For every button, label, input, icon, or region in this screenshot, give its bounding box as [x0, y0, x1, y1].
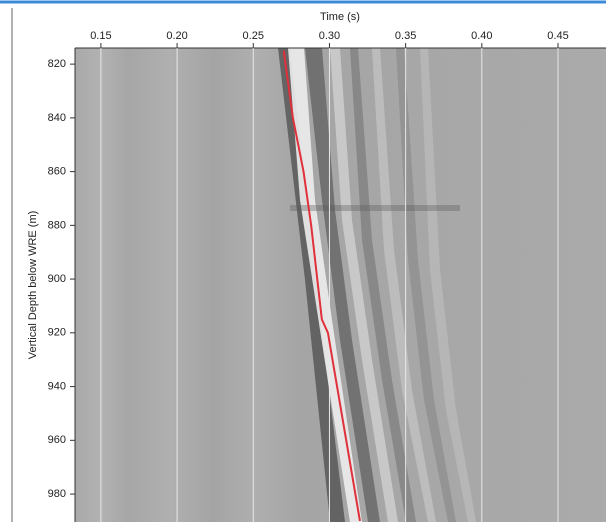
y-axis-title: Vertical Depth below WRE (m)	[27, 211, 39, 360]
x-tick-label: 0.20	[166, 30, 187, 42]
x-tick-label: 0.35	[395, 30, 416, 42]
y-tick-label: 860	[48, 166, 66, 178]
x-tick-label: 0.15	[90, 30, 111, 42]
pick-line	[282, 50, 361, 522]
y-tick-label: 820	[48, 58, 66, 70]
y-tick-label: 940	[48, 380, 66, 392]
y-tick-label: 960	[48, 434, 66, 446]
x-tick-label: 0.45	[547, 30, 568, 42]
x-tick-label: 0.40	[471, 30, 492, 42]
x-axis-title: Time (s)	[320, 11, 360, 23]
y-tick-label: 840	[48, 112, 66, 124]
y-tick-label: 880	[48, 219, 66, 231]
y-tick-label: 920	[48, 327, 66, 339]
wavefield	[278, 48, 476, 522]
y-tick-label: 980	[48, 488, 66, 500]
x-tick-label: 0.25	[243, 30, 264, 42]
x-tick-label: 0.30	[319, 30, 340, 42]
y-tick-label: 900	[48, 273, 66, 285]
